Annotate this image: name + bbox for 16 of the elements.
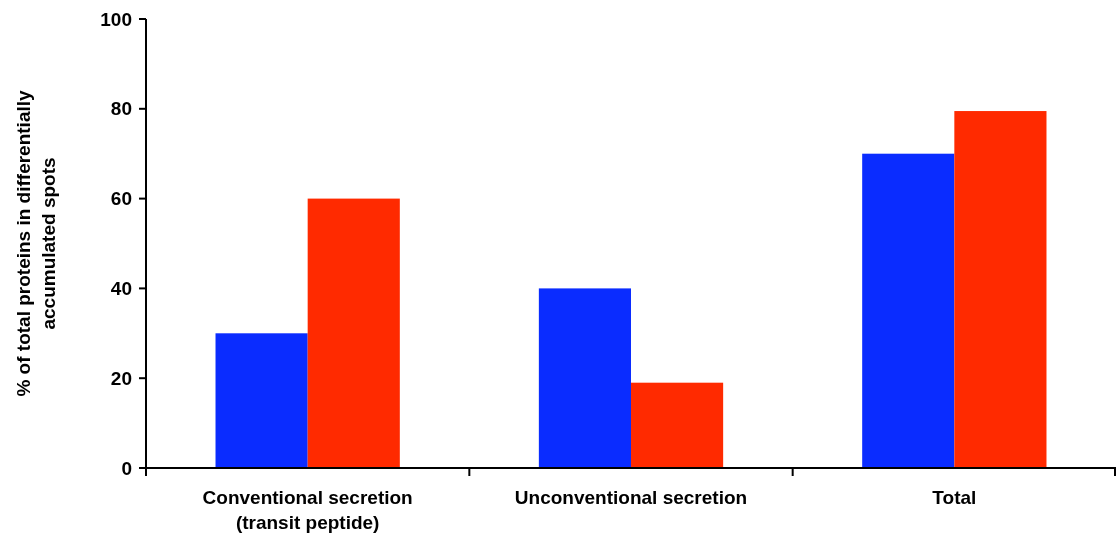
bar	[862, 153, 955, 468]
y-tick-label: 60	[110, 188, 132, 210]
y-tick-label: 80	[110, 98, 132, 120]
x-tick-label: Total	[932, 487, 977, 508]
bar	[538, 288, 631, 468]
y-tick-label: 40	[110, 278, 132, 300]
bar	[307, 198, 400, 468]
x-tick-label: Conventional secretion (transit peptide)	[202, 487, 413, 533]
bar	[215, 333, 308, 468]
y-axis-title: % of total proteins in differentially accumulated spots	[13, 90, 59, 397]
y-tick-label: 20	[110, 367, 132, 389]
x-tick-label: Unconventional secretion	[514, 487, 748, 508]
bar	[954, 111, 1047, 468]
bar	[631, 382, 724, 468]
y-tick-label: 0	[121, 457, 132, 479]
y-tick-label: 100	[100, 8, 132, 30]
